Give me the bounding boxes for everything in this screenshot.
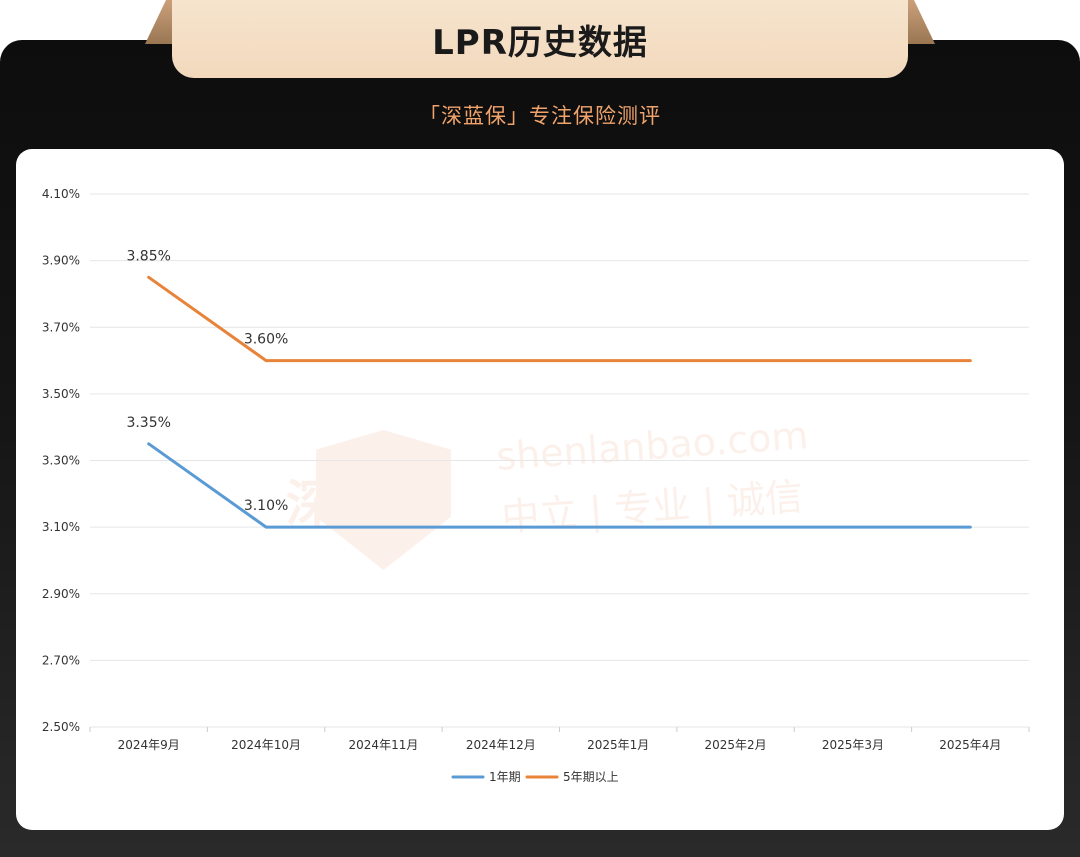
x-tick-label: 2025年3月 [822, 738, 884, 752]
title-tab: LPR历史数据 [172, 0, 908, 78]
x-tick-label: 2024年10月 [231, 738, 301, 752]
data-label: 3.60% [244, 332, 288, 348]
lpr-line-chart: 2.50% 2.70% 2.90% 3.10% 3.30% 3.50% 3.70% 3.90%… [42, 187, 1030, 784]
legend-label: 1年期 [489, 770, 521, 784]
y-tick-label: 3.90% [42, 254, 80, 268]
y-tick-label: 2.70% [42, 653, 80, 667]
page-title: LPR历史数据 [432, 22, 648, 63]
x-tick-label: 2025年4月 [939, 738, 1001, 752]
x-tick-label: 2025年1月 [587, 738, 649, 752]
legend-label: 5年期以上 [563, 770, 619, 784]
y-tick-label: 4.10% [42, 187, 80, 201]
y-tick-label: 2.50% [42, 720, 80, 734]
y-tick-label: 3.30% [42, 454, 80, 468]
y-tick-label: 3.10% [42, 520, 80, 534]
page-subtitle: 「深蓝保」专注保险测评 [419, 104, 661, 128]
chart-card: 深蓝保 shenlanbao.com 中立 | 专业 | 诚信 2.50% 2.7… [16, 149, 1064, 830]
series-line-1y [147, 442, 972, 529]
x-tick-label: 2024年11月 [349, 738, 419, 752]
y-tick-label: 3.50% [42, 387, 80, 401]
y-tick-label: 3.70% [42, 320, 80, 334]
data-label: 3.35% [126, 415, 170, 431]
x-tick-label: 2025年2月 [704, 738, 766, 752]
series-line-5y [147, 275, 972, 363]
x-tick-label: 2024年9月 [118, 738, 180, 752]
data-label: 3.10% [244, 498, 288, 514]
x-tick-label: 2024年12月 [466, 738, 536, 752]
y-tick-label: 2.90% [42, 587, 80, 601]
data-label: 3.85% [126, 248, 170, 264]
